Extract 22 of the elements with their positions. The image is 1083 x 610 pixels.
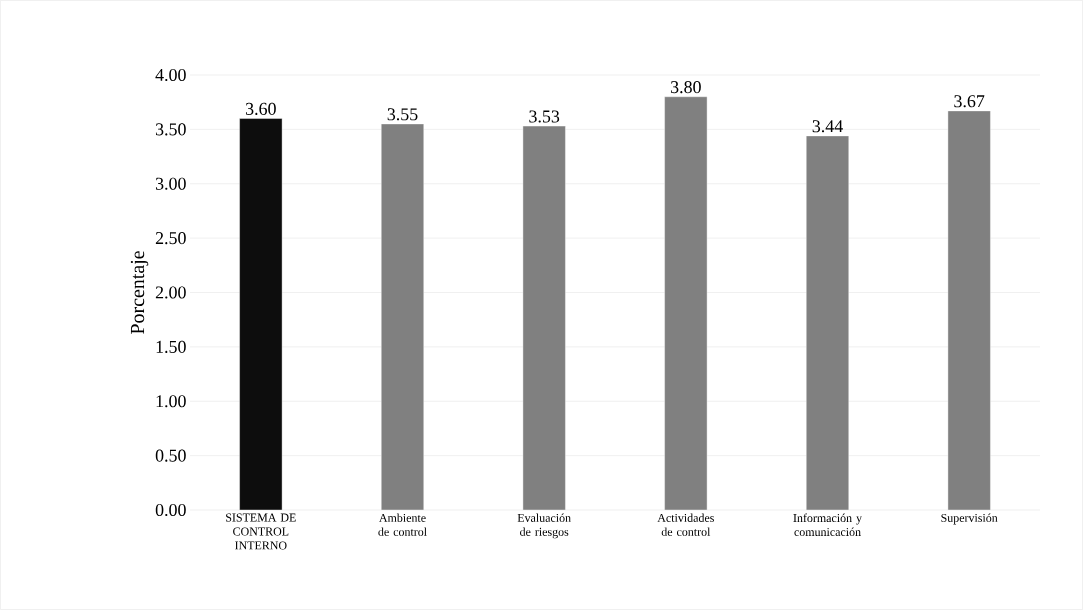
x-tick-label: Evaluación de riesgos — [517, 513, 571, 539]
y-tick-label: 0.00 — [155, 503, 186, 517]
data-label: 3.67 — [954, 95, 985, 108]
y-tick-label: 4.00 — [155, 68, 186, 82]
y-tick-label: 0.50 — [155, 449, 186, 462]
y-tick-label: 2.50 — [155, 232, 186, 245]
data-label: 3.60 — [246, 102, 276, 115]
data-label: 3.53 — [529, 110, 560, 123]
y-tick-label: 3.50 — [155, 123, 186, 136]
data-label: 3.55 — [387, 108, 418, 121]
data-label: 3.80 — [671, 81, 701, 94]
x-tick-label: Actividades de control — [657, 513, 714, 536]
data-label: 3.44 — [812, 120, 843, 133]
x-tick-label: SISTEMA DE CONTROL INTERNO — [226, 513, 296, 550]
y-axis-title: Porcentaje — [130, 251, 149, 334]
x-tick-label: Ambiente de control — [378, 513, 427, 536]
y-tick-label: 3.00 — [155, 177, 186, 190]
y-tick-label: 1.00 — [156, 395, 186, 408]
y-tick-label: 1.50 — [156, 340, 186, 353]
x-tick-label: Supervisión — [941, 513, 998, 525]
y-tick-label: 2.00 — [155, 286, 186, 299]
x-tick-label: Información y comunicación — [793, 513, 862, 536]
